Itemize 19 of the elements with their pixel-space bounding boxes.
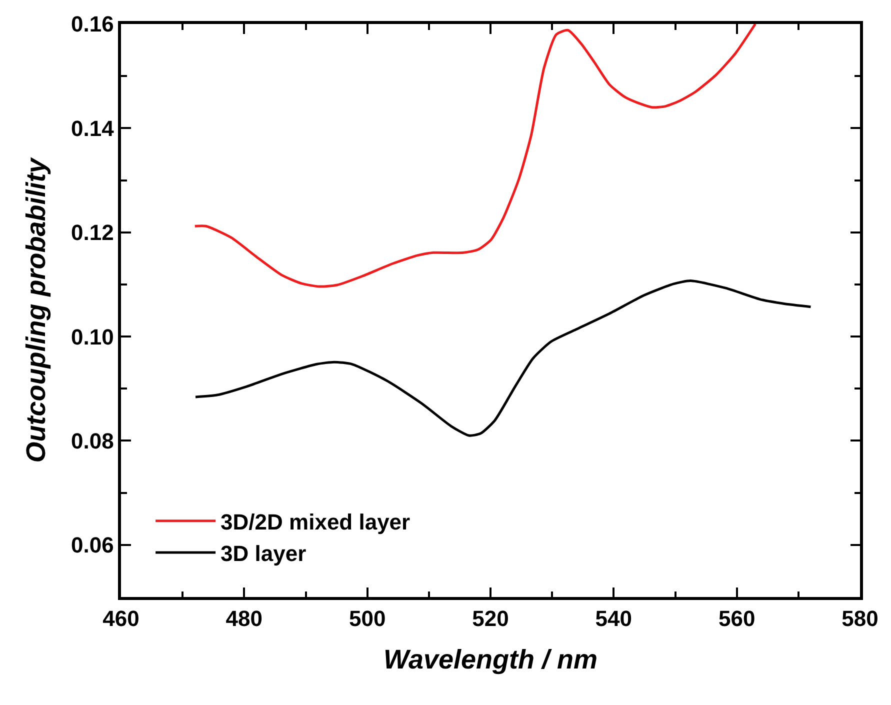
x-tick-label: 560 [718,606,756,632]
y-tick-label: 0.10 [71,324,114,350]
y-tick-label: 0.14 [71,116,115,141]
x-tick-label: 540 [595,606,632,632]
legend-label: 3D/2D mixed layer [220,509,411,534]
x-tick-label: 480 [226,606,263,632]
line-series [194,280,812,437]
y-tick-label: 0.08 [71,428,114,454]
x-tick-label: 520 [472,606,509,632]
legend-label: 3D layer [220,541,307,566]
y-tick-label: 0.16 [71,12,114,37]
x-axis-title: Wavelength / nm [383,644,598,675]
y-tick-label: 0.12 [71,220,114,246]
x-tick-label: 500 [348,606,386,632]
line-series [194,24,757,288]
y-axis-title: Outcoupling probability [21,156,52,463]
x-tick-label: 580 [842,606,878,632]
y-tick-label: 0.06 [71,532,114,558]
x-tick-label: 460 [102,606,140,632]
